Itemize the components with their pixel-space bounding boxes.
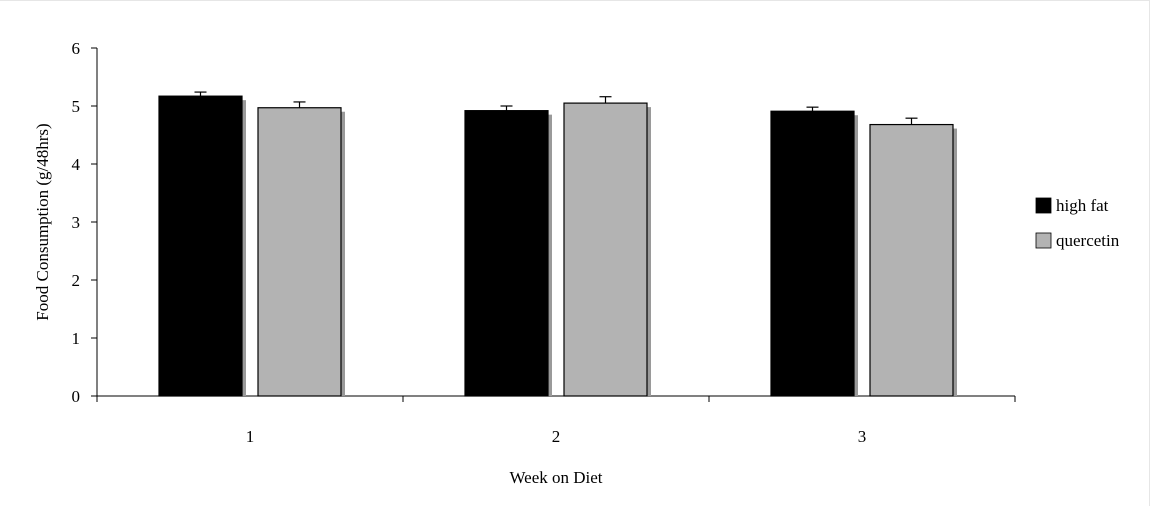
legend: high fat quercetin [1035,196,1120,250]
x-tick-label: 1 [246,427,255,446]
y-axis-label: Food Consumption (g/48hrs) [33,123,52,320]
bar [563,102,648,397]
y-tick-label: 3 [72,213,81,232]
bars [158,91,957,397]
bar [869,123,954,397]
y-tick-label: 0 [72,387,81,406]
y-tick-label: 6 [72,39,81,58]
x-tick-label: 2 [552,427,561,446]
x-tick-label: 3 [858,427,867,446]
bar [464,110,549,397]
x-axis-label: Week on Diet [509,468,602,487]
y-tick-label: 4 [72,155,81,174]
axes: 0 1 2 3 4 5 6 1 2 3 [72,39,1016,446]
bar [257,107,342,397]
y-tick-label: 5 [72,97,81,116]
legend-label: high fat [1056,196,1109,215]
y-tick-label: 2 [72,271,81,290]
legend-swatch [1035,232,1052,249]
bar [770,110,855,397]
legend-swatch [1035,197,1052,214]
legend-label: quercetin [1056,231,1120,250]
bar [158,95,243,397]
y-tick-label: 1 [72,329,81,348]
